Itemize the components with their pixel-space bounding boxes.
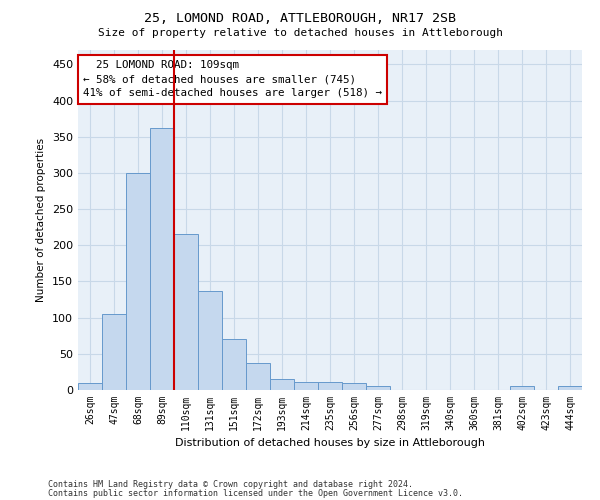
Text: 25 LOMOND ROAD: 109sqm
← 58% of detached houses are smaller (745)
41% of semi-de: 25 LOMOND ROAD: 109sqm ← 58% of detached… xyxy=(83,60,382,98)
Bar xyxy=(151,128,173,390)
Bar xyxy=(319,382,341,390)
Bar xyxy=(175,234,197,390)
Bar xyxy=(511,386,533,390)
Text: Size of property relative to detached houses in Attleborough: Size of property relative to detached ho… xyxy=(97,28,503,38)
Y-axis label: Number of detached properties: Number of detached properties xyxy=(37,138,46,302)
Bar xyxy=(271,379,293,390)
X-axis label: Distribution of detached houses by size in Attleborough: Distribution of detached houses by size … xyxy=(175,438,485,448)
Bar xyxy=(295,382,317,390)
Bar xyxy=(559,386,581,390)
Bar xyxy=(199,291,221,390)
Bar xyxy=(247,362,269,390)
Text: Contains HM Land Registry data © Crown copyright and database right 2024.: Contains HM Land Registry data © Crown c… xyxy=(48,480,413,489)
Bar xyxy=(79,383,101,390)
Text: Contains public sector information licensed under the Open Government Licence v3: Contains public sector information licen… xyxy=(48,489,463,498)
Bar xyxy=(127,173,149,390)
Text: 25, LOMOND ROAD, ATTLEBOROUGH, NR17 2SB: 25, LOMOND ROAD, ATTLEBOROUGH, NR17 2SB xyxy=(144,12,456,26)
Bar xyxy=(343,383,365,390)
Bar xyxy=(367,386,389,390)
Bar xyxy=(223,340,245,390)
Bar xyxy=(103,314,125,390)
